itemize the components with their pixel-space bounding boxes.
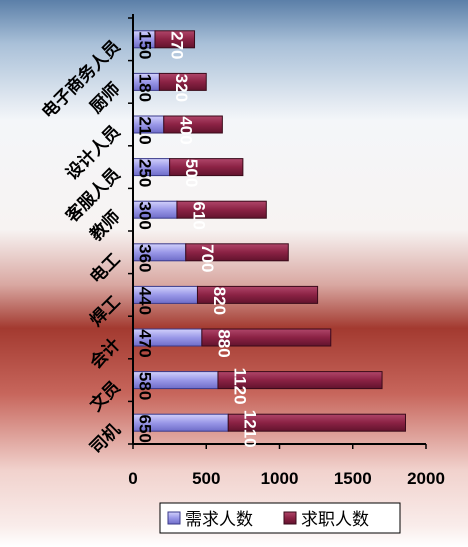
legend-label-demand: 需求人数 (185, 510, 253, 530)
bar-supply-9 (227, 413, 406, 432)
value-label-demand-3: 250 (136, 159, 155, 187)
value-label-supply-5: 700 (198, 244, 217, 272)
value-label-demand-5: 360 (136, 244, 155, 272)
value-label-demand-8: 580 (136, 372, 155, 400)
bar-supply-0 (154, 30, 196, 49)
labels-layer: 150 270 180 320 210 400 250 500 300 610 360 700 440 8… (136, 31, 260, 448)
bar-supply-5 (185, 243, 289, 262)
value-label-supply-6: 820 (210, 287, 229, 315)
bar-supply-4 (176, 200, 267, 219)
legend-label-supply: 求职人数 (301, 510, 369, 530)
value-label-supply-1: 320 (172, 74, 191, 102)
bar-supply-1 (158, 72, 207, 91)
x-tick-label-3: 1500 (334, 469, 372, 488)
value-label-demand-0: 150 (136, 31, 155, 59)
value-label-supply-7: 880 (214, 329, 233, 357)
value-label-supply-0: 270 (167, 31, 186, 59)
value-label-demand-9: 650 (136, 415, 155, 443)
value-label-supply-3: 500 (182, 159, 201, 187)
value-label-supply-8: 1120 (230, 368, 249, 405)
value-label-demand-4: 300 (136, 202, 155, 230)
legend-swatch-supply (283, 511, 297, 525)
legend: 需求人数 求职人数 (159, 502, 401, 534)
x-tick-label-2: 1000 (261, 469, 299, 488)
x-tick-label-4: 2000 (407, 469, 445, 488)
legend-box (159, 502, 401, 534)
value-label-demand-2: 210 (136, 116, 155, 144)
value-label-demand-1: 180 (136, 74, 155, 102)
value-label-demand-6: 440 (136, 287, 155, 315)
value-label-supply-9: 1210 (241, 410, 260, 448)
legend-swatch-demand (167, 511, 181, 525)
value-label-demand-7: 470 (136, 329, 155, 357)
x-tick-label-0: 0 (128, 469, 137, 488)
bar-supply-2 (163, 115, 223, 134)
bar-supply-6 (196, 285, 319, 304)
bar-supply-3 (169, 158, 244, 177)
x-tick-label-1: 500 (192, 469, 220, 488)
bar-supply-7 (201, 328, 332, 347)
value-label-supply-2: 400 (176, 116, 195, 144)
value-label-supply-4: 610 (189, 202, 208, 230)
bar-supply-8 (217, 371, 383, 390)
